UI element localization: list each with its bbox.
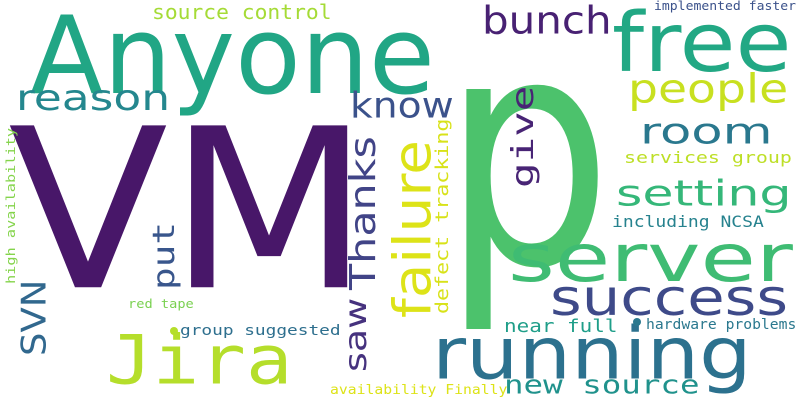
dot-marker [633,318,641,326]
word-p: p [442,0,613,339]
word-availability-finally: availability Finally [330,381,508,398]
word-bunch: bunch [482,0,612,43]
word-reason: reason [16,76,171,119]
word-room: room [640,111,773,153]
word-implemented-faster: implemented faster [654,0,797,13]
word-services-group: services group [624,148,792,167]
word-jira: Jira [106,320,293,400]
word-saw: saw [339,297,374,372]
word-group-suggested: group suggested [180,323,341,339]
word-source-control: source control [152,0,332,24]
word-running: running [432,311,752,396]
word-svn: SVN [15,279,54,356]
word-high-availability: high availability [5,127,19,284]
word-people: people [628,66,789,113]
word-red-tape: red tape [128,297,194,311]
word-free: free [612,0,792,91]
word-server: server [508,219,793,297]
word-defect-tracking: defect tracking [432,118,453,314]
word-thanks: Thanks [341,136,384,290]
word-setting: setting [616,173,792,215]
word-anyone: Anyone [30,0,436,119]
word-hardware-problems: hardware problems [646,317,797,333]
word-know: know [350,85,454,127]
word-new-source: new source [504,369,700,400]
word-give: give [505,85,541,188]
dot-marker [170,327,178,335]
word-including-ncsa: including NCSA [612,212,764,231]
word-near-full: near full [504,316,618,337]
word-vm: VM [8,81,371,340]
word-success: success [550,269,789,328]
word-put: put [147,221,182,290]
